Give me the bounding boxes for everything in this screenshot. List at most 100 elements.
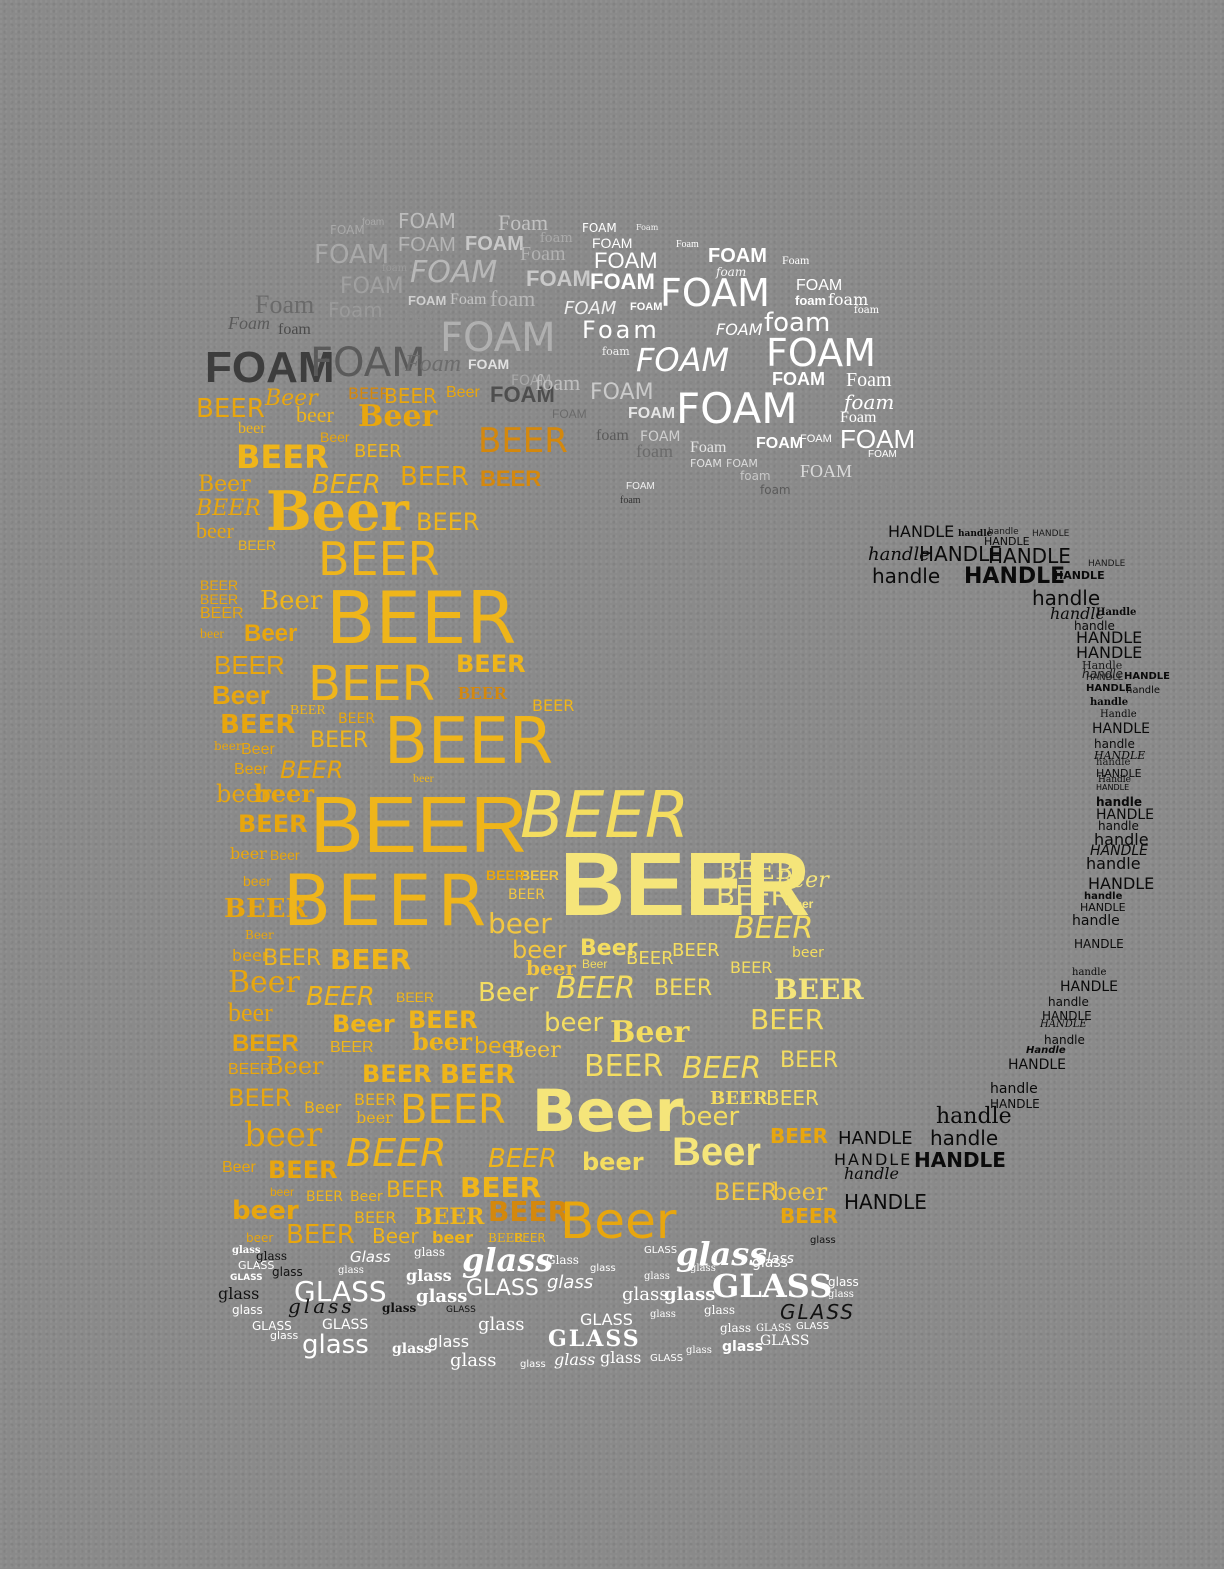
foam-word: Foam: [840, 409, 877, 426]
foam-word: Foam: [450, 291, 487, 308]
beer-word: BEER: [196, 394, 265, 424]
handle-word: handle: [1074, 619, 1115, 633]
foam-word: foam: [490, 286, 536, 311]
handle-word: Handle: [1096, 607, 1137, 618]
glass-word: glass: [704, 1303, 735, 1317]
handle-word: HANDLE: [1042, 1009, 1092, 1023]
glass-word: glass: [428, 1332, 470, 1351]
handle-word: HANDLE: [1088, 874, 1155, 893]
glass-word: glass: [462, 1241, 554, 1279]
beer-word: beer: [200, 627, 225, 642]
beer-word: BEER: [200, 591, 239, 607]
handle-word: handle: [1126, 685, 1161, 696]
beer-word: BEER: [488, 1195, 570, 1228]
beer-word: BEER: [560, 835, 811, 935]
beer-word: BEER: [400, 1087, 506, 1133]
beer-word: BEER: [348, 384, 391, 403]
handle-word: HANDLE: [1080, 901, 1126, 914]
handle-word: Handle: [1082, 659, 1123, 672]
foam-word: foam: [795, 293, 827, 308]
foam-word: foam: [716, 265, 747, 279]
handle-word: HANDLE: [914, 1148, 1006, 1172]
beer-word: beer: [232, 1196, 299, 1226]
glass-word: glass: [600, 1348, 642, 1367]
beer-word: BEER: [200, 605, 244, 622]
glass-word: glass: [272, 1265, 303, 1279]
beer-word: BEER: [224, 894, 308, 924]
foam-word: FOAM: [630, 301, 663, 313]
foam-word: FOAM: [314, 240, 390, 270]
beer-word: Beer: [260, 586, 323, 616]
handle-word: HANDLE: [1088, 559, 1126, 569]
beer-word: BEER: [354, 1090, 397, 1109]
beer-word: BEER: [734, 911, 814, 946]
beer-word: BEER: [384, 705, 554, 779]
glass-word: glass: [302, 1330, 369, 1360]
handle-word: handle: [1086, 854, 1141, 873]
glass-word: glass: [406, 1266, 452, 1285]
beer-word: beer: [792, 945, 824, 961]
glass-word: GLASS: [548, 1326, 641, 1352]
glass-word: glass: [256, 1249, 287, 1263]
handle-word: HANDLE: [1076, 643, 1143, 662]
foam-word: FOAM: [511, 373, 552, 389]
beer-word: beer: [270, 1185, 295, 1199]
foam-word: FOAM: [490, 382, 555, 407]
handle-word: handle: [1050, 604, 1105, 623]
foam-word: FOAM: [640, 429, 681, 445]
foam-word: FOAM: [660, 271, 770, 315]
beer-word: BEER: [283, 860, 493, 942]
handle-word: HANDLE: [1092, 721, 1151, 737]
beer-word: BEER: [682, 1051, 762, 1086]
beer-word: beer: [228, 998, 273, 1027]
beer-word: BEER: [318, 532, 440, 586]
foam-word: foam: [636, 441, 673, 461]
beer-word: Beer: [270, 847, 300, 863]
handle-word: HANDLE: [834, 1150, 913, 1169]
beer-word: beer: [582, 1148, 644, 1176]
handle-word: HANDLE: [984, 535, 1030, 548]
beer-word: BEER: [400, 462, 469, 492]
handle-word: HANDLE: [1076, 628, 1143, 647]
beer-word: beer: [413, 771, 434, 785]
handle-word: handle: [936, 1104, 1012, 1129]
handle-word: HANDLE: [1124, 671, 1170, 682]
beer-word: Beer: [610, 1015, 690, 1050]
beer-word: BEER: [232, 1030, 299, 1057]
beer-word: BEER: [520, 779, 690, 853]
glass-word: Glass: [546, 1253, 579, 1267]
beer-word: BEER: [362, 1060, 432, 1088]
beer-word: beer: [216, 780, 272, 808]
beer-word: beer: [296, 402, 334, 427]
beer-word: beer: [243, 873, 272, 889]
beer-word: BEER: [308, 656, 435, 712]
glass-word: glass: [622, 1284, 669, 1305]
beer-word: beer: [356, 1108, 393, 1127]
foam-word: Foam: [782, 253, 810, 267]
glass-word: glass: [392, 1341, 432, 1357]
glass-word: GLASS: [252, 1319, 292, 1333]
beer-word: BEER: [716, 879, 791, 912]
beer-word: beer: [772, 1178, 828, 1206]
handle-word: HANDLE: [964, 564, 1066, 589]
handle-word: handle: [1048, 995, 1089, 1009]
handle-word: HANDLE: [1096, 767, 1142, 780]
beer-word: BEER: [268, 1156, 338, 1184]
beer-word: BEER: [310, 728, 369, 753]
beer-word: BEER: [338, 711, 376, 727]
beer-word: BEER: [478, 421, 568, 461]
foam-word: FOAM: [526, 266, 591, 291]
beer-word: BEER: [774, 973, 864, 1006]
beer-word: BEER: [672, 940, 720, 961]
beer-word: Beer: [222, 1159, 256, 1176]
handle-word: handle: [1072, 913, 1120, 929]
handle-word: Handle: [1026, 1045, 1066, 1056]
foam-word: Foam: [690, 439, 727, 456]
beer-word: BEER: [354, 441, 402, 462]
beer-word: BEER: [730, 958, 773, 977]
beer-word: BEER: [396, 989, 435, 1005]
beer-word: Beer: [582, 957, 608, 971]
glass-word: glass: [414, 1245, 445, 1259]
handle-word: handle: [988, 527, 1019, 537]
beer-word: beer: [254, 779, 314, 808]
